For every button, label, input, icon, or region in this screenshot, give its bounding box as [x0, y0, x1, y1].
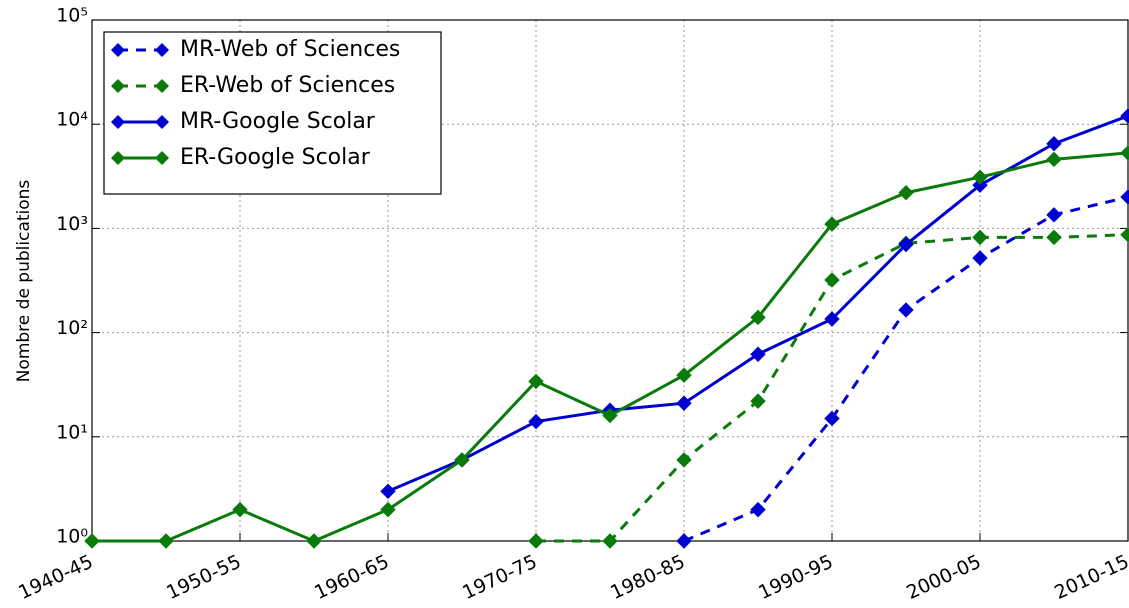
marker — [676, 533, 692, 549]
marker — [972, 177, 988, 193]
marker — [1046, 207, 1062, 223]
legend-box — [103, 31, 442, 195]
marker — [898, 185, 914, 201]
x-tick-label: 1950-55 — [163, 551, 244, 604]
marker — [824, 410, 840, 427]
marker — [1120, 189, 1129, 205]
marker — [972, 229, 988, 246]
marker — [306, 533, 322, 549]
marker — [380, 483, 396, 499]
marker — [454, 452, 470, 468]
marker — [824, 272, 840, 288]
marker — [750, 309, 766, 326]
marker — [676, 452, 692, 468]
legend-label: ER-Google Scolar — [180, 145, 371, 170]
marker — [232, 501, 248, 518]
marker — [1120, 108, 1129, 124]
marker — [528, 413, 544, 430]
marker — [1046, 135, 1062, 152]
marker — [824, 311, 840, 327]
y-tick-label: 10² — [56, 317, 88, 339]
series-line — [387, 114, 1129, 493]
x-tick-label: 1990-95 — [755, 551, 836, 604]
marker — [1046, 229, 1062, 246]
legend-marker — [111, 151, 125, 165]
legend-marker — [155, 115, 169, 129]
y-tick-label: 10⁴ — [56, 109, 88, 131]
marker — [602, 533, 618, 549]
legend-marker — [155, 151, 169, 165]
marker — [676, 395, 692, 411]
marker — [1120, 226, 1129, 243]
marker — [380, 501, 396, 518]
marker — [528, 373, 544, 390]
marker — [528, 533, 544, 549]
marker — [602, 407, 618, 424]
x-tick-label: 1960-65 — [311, 551, 392, 604]
legend-label: ER-Web of Sciences — [180, 73, 395, 98]
x-tick-label: 1980-85 — [607, 551, 688, 604]
marker — [972, 250, 988, 266]
legend-marker — [155, 43, 169, 57]
marker — [972, 169, 988, 185]
y-tick-label: 10¹ — [56, 421, 88, 443]
marker — [750, 393, 766, 409]
legend-marker — [155, 79, 169, 93]
y-tick-label: 10⁰ — [56, 526, 88, 548]
legend-label: MR-Web of Sciences — [180, 37, 400, 62]
y-axis-label: Nombre de publications — [14, 180, 34, 383]
marker — [898, 302, 914, 318]
legend-marker — [111, 79, 125, 93]
marker — [824, 216, 840, 232]
legend-marker — [111, 115, 125, 129]
marker — [676, 367, 692, 383]
marker — [1120, 145, 1129, 161]
x-tick-label: 1970-75 — [459, 551, 540, 604]
y-tick-label: 10³ — [56, 213, 88, 235]
marker — [898, 236, 914, 253]
marker — [750, 346, 766, 362]
x-tick-label: 2010-15 — [1051, 551, 1129, 604]
marker — [1046, 151, 1062, 168]
marker — [84, 533, 100, 549]
legend-marker — [111, 43, 125, 57]
marker — [750, 501, 766, 518]
legend-label: MR-Google Scolar — [180, 109, 376, 134]
y-tick-label: 10⁵ — [56, 5, 88, 27]
series-line — [92, 151, 1129, 543]
marker — [158, 533, 174, 549]
x-tick-label: 1940-45 — [15, 551, 96, 604]
x-tick-label: 2000-05 — [903, 551, 984, 604]
